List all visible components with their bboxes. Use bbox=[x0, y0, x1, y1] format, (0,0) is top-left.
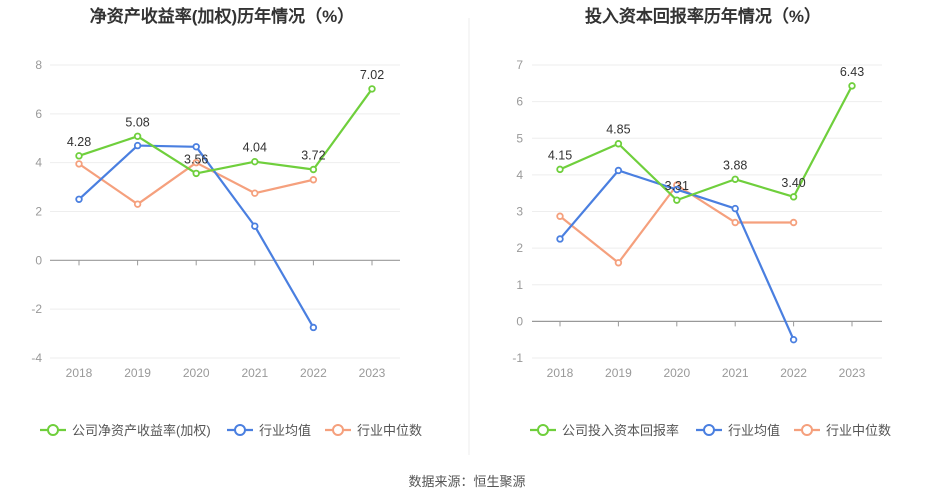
y-tick-label: 7 bbox=[516, 58, 523, 72]
data-point bbox=[75, 152, 83, 160]
y-tick-label: 1 bbox=[516, 278, 523, 292]
y-tick-label: 6 bbox=[35, 107, 42, 121]
data-label: 3.40 bbox=[781, 176, 805, 190]
data-point bbox=[556, 212, 564, 220]
y-tick-label: 3 bbox=[516, 205, 523, 219]
chart-title-roic: 投入资本回报率历年情况（%） bbox=[585, 6, 821, 26]
legend-marker bbox=[234, 424, 246, 436]
data-label: 3.56 bbox=[184, 152, 208, 166]
legend-item[interactable]: 行业均值 bbox=[227, 423, 311, 438]
data-source: 数据来源：恒生聚源 bbox=[408, 474, 525, 489]
data-point bbox=[133, 141, 142, 150]
data-point bbox=[251, 189, 259, 197]
x-tick-label: 2019 bbox=[605, 366, 632, 380]
y-tick-label: 2 bbox=[516, 241, 523, 255]
legend-marker bbox=[537, 424, 549, 436]
data-point bbox=[133, 132, 142, 140]
x-tick-label: 2023 bbox=[359, 366, 386, 380]
data-point bbox=[848, 82, 856, 90]
y-tick-label: 5 bbox=[516, 131, 523, 145]
data-label: 4.15 bbox=[548, 148, 572, 162]
roe-chart: -4 -2 0 2 4 6 8 2018 2019 2020 2021 2022 2023 4.28 5.0… bbox=[31, 58, 422, 438]
series-line bbox=[78, 161, 314, 206]
legend-label: 公司净资产收益率(加权) bbox=[72, 423, 211, 438]
data-point bbox=[731, 218, 739, 227]
legend-marker bbox=[801, 424, 813, 436]
y-tick-label: -4 bbox=[31, 351, 42, 365]
legend-label: 公司投入资本回报率 bbox=[562, 423, 679, 438]
y-tick-label: 4 bbox=[516, 168, 523, 182]
legend-item[interactable]: 公司投入资本回报率 bbox=[530, 423, 679, 438]
data-point bbox=[731, 175, 739, 183]
data-point bbox=[192, 158, 200, 167]
x-tick-label: 2018 bbox=[547, 366, 574, 380]
legend-marker bbox=[332, 424, 344, 436]
legend-label: 行业均值 bbox=[259, 423, 311, 438]
x-tick-label: 2022 bbox=[780, 366, 807, 380]
legend-marker bbox=[703, 424, 715, 436]
x-tick-label: 2021 bbox=[722, 366, 749, 380]
y-tick-label: -1 bbox=[512, 351, 523, 365]
data-point bbox=[731, 204, 739, 213]
data-point bbox=[673, 185, 681, 194]
data-label: 3.72 bbox=[301, 149, 325, 163]
data-point bbox=[251, 222, 259, 230]
series-line bbox=[559, 169, 795, 341]
data-point bbox=[75, 160, 83, 168]
data-point bbox=[309, 176, 318, 184]
data-point bbox=[75, 195, 83, 203]
data-label: 6.43 bbox=[840, 65, 864, 79]
data-label: 5.08 bbox=[125, 115, 149, 129]
data-point bbox=[614, 140, 623, 148]
legend-item[interactable]: 公司净资产收益率(加权) bbox=[40, 423, 211, 438]
data-point bbox=[133, 200, 142, 208]
y-tick-label: 0 bbox=[35, 253, 42, 267]
legend-item[interactable]: 行业中位数 bbox=[325, 423, 422, 438]
x-tick-label: 2023 bbox=[839, 366, 866, 380]
legend-item[interactable]: 行业均值 bbox=[696, 423, 780, 438]
chart-title-roe: 净资产收益率(加权)历年情况（%） bbox=[90, 6, 354, 26]
series-line bbox=[559, 85, 853, 202]
data-label: 3.88 bbox=[723, 158, 747, 172]
data-label: 7.02 bbox=[360, 68, 384, 82]
data-point bbox=[251, 157, 259, 166]
legend-label: 行业中位数 bbox=[357, 423, 422, 438]
data-label: 4.28 bbox=[67, 135, 91, 149]
y-tick-label: 6 bbox=[516, 95, 523, 109]
data-label: 3.31 bbox=[665, 179, 689, 193]
legend-marker bbox=[47, 424, 59, 436]
data-point bbox=[789, 218, 798, 227]
data-point bbox=[309, 323, 318, 332]
x-tick-label: 2020 bbox=[183, 366, 210, 380]
y-tick-label: 0 bbox=[516, 314, 523, 328]
legend-label: 行业均值 bbox=[728, 423, 780, 438]
data-point bbox=[673, 196, 681, 204]
data-point bbox=[368, 85, 376, 93]
data-label: 4.85 bbox=[606, 123, 630, 137]
roic-chart: -1 0 1 2 3 4 5 6 7 2018 2019 2020 2021 2022 2023 4.15 4.… bbox=[512, 58, 891, 438]
y-tick-label: -2 bbox=[31, 302, 42, 316]
legend-label: 行业中位数 bbox=[826, 423, 891, 438]
legend-item[interactable]: 行业中位数 bbox=[794, 423, 891, 438]
data-point bbox=[556, 165, 564, 174]
x-tick-label: 2020 bbox=[663, 366, 690, 380]
data-point bbox=[556, 235, 564, 243]
data-point bbox=[614, 259, 623, 267]
data-point bbox=[789, 193, 798, 201]
x-tick-label: 2022 bbox=[300, 366, 327, 380]
x-tick-label: 2019 bbox=[124, 366, 151, 380]
x-tick-label: 2018 bbox=[66, 366, 93, 380]
y-tick-label: 4 bbox=[35, 156, 42, 170]
x-tick-label: 2021 bbox=[241, 366, 268, 380]
y-tick-label: 8 bbox=[35, 58, 42, 72]
data-point bbox=[614, 166, 623, 175]
data-point bbox=[789, 335, 798, 344]
data-point bbox=[309, 165, 318, 174]
data-point bbox=[192, 143, 200, 151]
series-line bbox=[78, 88, 373, 175]
y-tick-label: 2 bbox=[35, 205, 42, 219]
data-label: 4.04 bbox=[243, 141, 267, 155]
data-point bbox=[192, 169, 200, 178]
